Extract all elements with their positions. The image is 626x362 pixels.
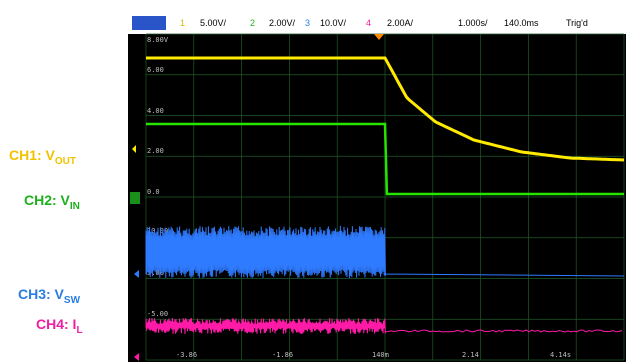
ch4-number: 4 [366,18,371,28]
ch2-label: CH2: VIN [24,192,80,212]
ch3-trace [145,225,625,279]
ch1-label-text: CH1: V [9,147,55,163]
ch4-label-sub: L [76,324,83,336]
y-tick-label: 6.00 [147,66,164,74]
ch2-trace [146,122,624,196]
ch1-scale: 5.00V/ [200,18,227,28]
trigger-marker [374,34,384,40]
ch1-label: CH1: VOUT [9,147,76,167]
ch1-ground-marker [132,145,136,153]
x-tick-label: -3.86 [176,351,197,359]
ch3-label-sub: SW [63,294,81,306]
oscilloscope-plot: 1 5.00V/ 2 2.00V/ 3 10.0V/ 4 2.00A/ 1.00… [128,12,626,361]
ch2-label-sub: IN [69,200,80,212]
ch2-number: 2 [250,18,255,28]
ch3-number: 3 [305,18,310,28]
y-tick-label: -5.00 [147,310,168,318]
ch1-label-sub: OUT [54,155,77,167]
y-tick-label: 2.00 [147,147,164,155]
ch3-label-text: CH3: V [18,286,64,302]
ch4-label: CH4: IL [36,316,83,336]
ch1-number: 1 [180,18,185,28]
y-tick-label: 0.0 [147,188,160,196]
x-tick-label: 4.14s [550,351,571,359]
ch3-scale: 10.0V/ [320,18,347,28]
ch1-trace [146,56,625,162]
oscilloscope-screen: 1 5.00V/ 2 2.00V/ 3 10.0V/ 4 2.00A/ 1.00… [128,12,626,362]
delay: 140.0ms [504,18,539,28]
ch2-label-text: CH2: V [24,192,70,208]
ch4-label-text: CH4: I [36,316,77,332]
ch4-scale: 2.00A/ [387,18,414,28]
axis-ticks: 8.00V6.004.002.000.010.005.00-5.00-3.86-… [147,36,571,359]
x-tick-label: -1.86 [272,351,293,359]
y-tick-label: 4.00 [147,107,164,115]
timebase: 1.000s/ [458,18,488,28]
grid [145,33,625,361]
x-tick-label: 2.14 [462,351,479,359]
x-tick-label: 140m [372,351,389,359]
ch4-ground-marker [134,353,139,361]
ch2-scale: 2.00V/ [269,18,296,28]
trigger-status: Trig'd [566,18,588,28]
run-indicator [132,16,166,30]
ch3-label: CH3: VSW [18,286,80,306]
y-tick-label: 5.00 [147,269,164,277]
header-bar [128,12,626,34]
ch4-trace [145,317,623,335]
y-tick-label: 8.00V [147,36,169,44]
ch3-ground-marker [134,270,139,278]
ch2-ground-marker [130,192,140,204]
